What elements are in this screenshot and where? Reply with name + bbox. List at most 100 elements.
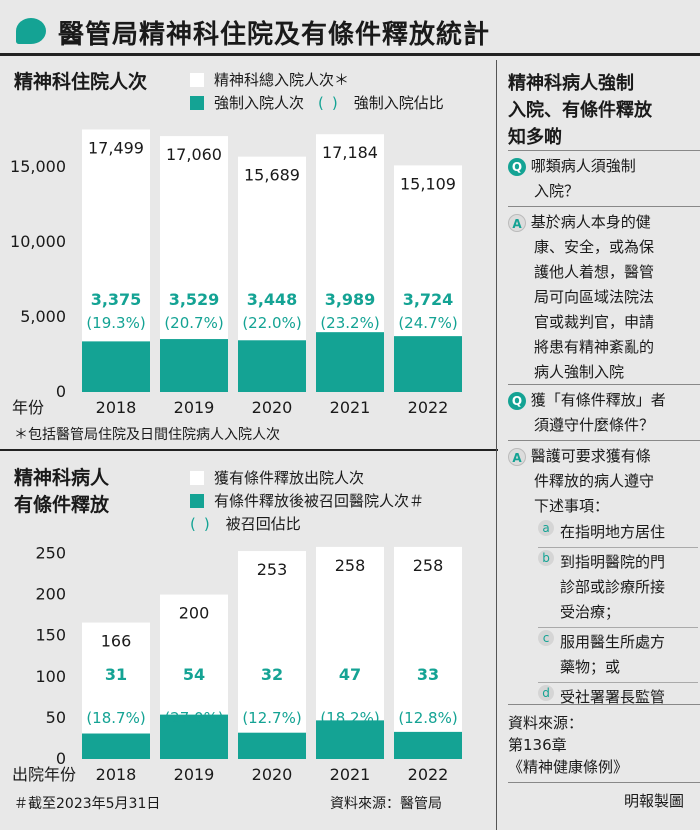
chart2-title-line1: 精神科病人 xyxy=(14,467,110,489)
divider-left xyxy=(0,449,498,451)
answer-icon: A xyxy=(508,213,526,232)
y-tick-label: 15,000 xyxy=(10,157,66,176)
item-letter: c xyxy=(538,630,554,646)
y-tick-label: 200 xyxy=(35,585,66,604)
x-tick-label: 2021 xyxy=(330,765,371,784)
header-bar: 醫管局精神科住院及有條件釋放統計 xyxy=(0,0,700,56)
total-value-label: 258 xyxy=(335,556,366,575)
item-divider xyxy=(538,627,698,628)
sub-value-label: 54 xyxy=(183,665,205,684)
x-tick-label: 2020 xyxy=(252,398,293,417)
a1-line-5: 官或裁判官，申請 xyxy=(534,313,655,331)
total-value-label: 258 xyxy=(413,556,444,575)
ratio-label: (18.2%) xyxy=(320,709,379,727)
item-letter: a xyxy=(538,520,554,536)
sub-value-label: 32 xyxy=(261,665,283,684)
bar-total xyxy=(394,546,462,759)
y-tick-label: 100 xyxy=(35,667,66,686)
chart2-title-line2: 有條件釋放 xyxy=(14,494,110,516)
bar-sub xyxy=(316,332,384,392)
total-value-label: 17,184 xyxy=(322,143,378,162)
qa-title-line-3: 知多啲 xyxy=(508,127,562,148)
chart1-title: 精神科住院人次 xyxy=(14,71,148,93)
legend-total-label: 精神科總入院人次＊ xyxy=(214,70,350,89)
condition-item-d: d 受社署署長監管 xyxy=(538,685,700,710)
qa-divider-6 xyxy=(508,782,700,783)
x-tick-label: 2018 xyxy=(96,765,137,784)
total-value-label: 253 xyxy=(257,560,288,579)
total-value-label: 15,109 xyxy=(400,174,456,193)
q1-line-2: 入院？ xyxy=(534,182,580,200)
a1-line-3: 護他人着想，醫管 xyxy=(534,263,655,281)
legend-swatch-recalled xyxy=(190,493,204,508)
sub-value-label: 3,989 xyxy=(325,290,376,309)
ratio-label: (27.0%) xyxy=(164,709,223,727)
sub-value-label: 31 xyxy=(105,665,127,684)
y-tick-label: 5,000 xyxy=(20,307,66,326)
answer-icon: A xyxy=(508,447,526,466)
total-value-label: 166 xyxy=(101,632,132,651)
x-tick-label: 2020 xyxy=(252,765,293,784)
a1-line-1: 基於病人本身的健 xyxy=(530,213,651,231)
sub-value-label: 33 xyxy=(417,665,439,684)
x-tick-label: 2022 xyxy=(408,765,449,784)
qa-title-line-1: 精神科病人強制 xyxy=(508,73,634,94)
chart2-source: 資料來源：醫管局 xyxy=(330,796,442,812)
answer-1: A 基於病人本身的健 康、安全，或為保 護他人着想，醫管 局可向區域法院法 官或… xyxy=(508,210,700,385)
chart2-footnote: ＃截至2023年5月31日 xyxy=(14,796,161,812)
item-a-line-1: 在指明地方居住 xyxy=(560,523,666,541)
item-b-line-1: 到指明醫院的門 xyxy=(560,553,666,571)
bar-sub xyxy=(160,714,228,759)
answer-2: A 醫護可要求獲有條 件釋放的病人遵守 下述事項： xyxy=(508,444,700,519)
condition-item-c: c 服用醫生所處方 藥物；或 xyxy=(538,630,700,680)
item-b-line-3: 受治療； xyxy=(560,603,621,621)
ratio-label: (12.8%) xyxy=(398,709,457,727)
legend-swatch-total xyxy=(190,72,204,87)
a2-line-2: 件釋放的病人遵守 xyxy=(534,472,655,490)
chart1-footnote: ＊包括醫管局住院及日間住院病人入院人次 xyxy=(14,427,280,443)
condition-item-b: b 到指明醫院的門 診部或診療所接 受治療； xyxy=(538,550,700,625)
y-tick-label: 0 xyxy=(56,749,66,768)
item-d-line-1: 受社署署長監管 xyxy=(560,688,666,706)
y-tick-label: 0 xyxy=(56,382,66,401)
item-c-line-1: 服用醫生所處方 xyxy=(560,633,666,651)
ratio-label: (23.2%) xyxy=(320,314,379,332)
legend-swatch-compulsory xyxy=(190,95,204,110)
total-value-label: 17,499 xyxy=(88,139,144,158)
sub-value-label: 3,448 xyxy=(247,290,298,309)
condition-list: a 在指明地方居住 b 到指明醫院的門 診部或診療所接 受治療； c 服用醫生所處方 藥物；… xyxy=(508,520,700,710)
ratio-label: (18.7%) xyxy=(86,709,145,727)
qa-source-line-3: 《精神健康條例》 xyxy=(508,758,629,776)
a1-line-7: 病人強制入院 xyxy=(534,363,625,381)
item-letter: d xyxy=(538,685,554,701)
a1-line-2: 康、安全，或為保 xyxy=(534,238,655,256)
total-value-label: 17,060 xyxy=(166,145,222,164)
sub-value-label: 3,529 xyxy=(169,290,220,309)
question-1: Q 哪類病人須強制 入院？ xyxy=(508,154,700,204)
bar-total xyxy=(238,551,306,759)
column-divider xyxy=(496,60,497,830)
qa-source: 資料來源： 第136章 《精神健康條例》 xyxy=(508,712,628,778)
bar-sub xyxy=(238,732,306,759)
qa-title: 精神科病人強制 入院、有條件釋放 知多啲 xyxy=(508,70,698,151)
page-title: 醫管局精神科住院及有條件釋放統計 xyxy=(58,20,491,50)
qa-divider-2 xyxy=(508,206,700,207)
legend-swatch-released xyxy=(190,470,204,485)
a1-line-4: 局可向區域法院法 xyxy=(534,288,655,306)
y-tick-label: 150 xyxy=(35,626,66,645)
bar-sub xyxy=(82,733,150,759)
chart1-legend: 精神科總入院人次＊ 強制入院人次() 強制入院佔比 xyxy=(190,68,444,114)
x-tick-label: 2019 xyxy=(174,398,215,417)
x-tick-label: 2021 xyxy=(330,398,371,417)
x-axis-label: 出院年份 xyxy=(12,765,76,784)
ratio-label: (12.7%) xyxy=(242,709,301,727)
ratio-label: (20.7%) xyxy=(164,314,223,332)
item-divider xyxy=(538,547,698,548)
bar-sub xyxy=(238,340,306,392)
y-tick-label: 250 xyxy=(35,544,66,563)
qa-title-line-2: 入院、有條件釋放 xyxy=(508,100,652,121)
ratio-label: (24.7%) xyxy=(398,314,457,332)
bar-sub xyxy=(394,731,462,759)
x-tick-label: 2018 xyxy=(96,398,137,417)
